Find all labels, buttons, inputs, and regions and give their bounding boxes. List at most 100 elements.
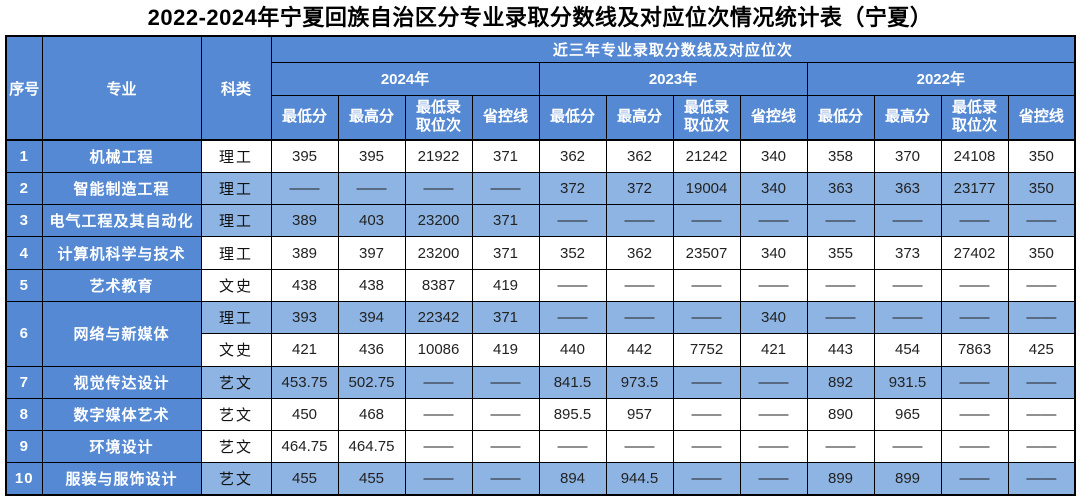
cell-value: 438 (270, 268, 339, 302)
cell-value: 24108 (940, 139, 1009, 173)
cell-value: 371 (471, 204, 540, 238)
cell-value: 372 (538, 171, 607, 206)
cell-value: —— (940, 462, 1009, 496)
cell-value: 10086 (404, 333, 473, 367)
cell-value: —— (672, 430, 741, 464)
cell-value: —— (1007, 204, 1076, 238)
cell-value: 455 (270, 462, 339, 496)
cell-value: 362 (605, 139, 674, 173)
cell-value: —— (471, 430, 540, 464)
cell-value: —— (538, 204, 607, 238)
cell-category: 艺文 (200, 365, 272, 399)
cell-category: 理工 (200, 139, 272, 173)
cell-value: 23200 (404, 204, 473, 238)
cell-value: —— (404, 365, 473, 399)
cell-category: 理工 (200, 171, 272, 206)
cell-value: —— (672, 300, 741, 335)
cell-category: 艺文 (200, 462, 272, 496)
cell-value: —— (404, 462, 473, 496)
cell-value: 454 (873, 333, 942, 367)
cell-value: 389 (270, 204, 339, 238)
cell-value: 7863 (940, 333, 1009, 367)
cell-value: —— (605, 300, 674, 335)
cell-value: —— (270, 171, 339, 206)
header-year: 2024年 (270, 61, 540, 96)
cell-value: —— (873, 430, 942, 464)
header-subcol: 最高分 (873, 94, 942, 141)
cell-value: —— (739, 430, 808, 464)
cell-value: —— (404, 397, 473, 432)
cell-value: 931.5 (873, 365, 942, 399)
header-subcol: 最低分 (270, 94, 339, 141)
table-body: 1 机械工程 理工 395 395 21922 371 362 362 21242 340 358 37… (5, 139, 1076, 496)
cell-value: —— (739, 462, 808, 496)
cell-value: 371 (471, 236, 540, 270)
cell-no: 6 (5, 300, 43, 367)
cell-value: —— (940, 268, 1009, 302)
cell-value: 957 (605, 397, 674, 432)
table-row: 文史 421 436 10086 419 440 442 7752 421 443 454 7863 4… (6, 333, 1076, 367)
cell-value: —— (538, 268, 607, 302)
cell-value: —— (940, 204, 1009, 238)
cell-value: 23507 (672, 236, 741, 270)
cell-value: 27402 (940, 236, 1009, 270)
header-subcol: 最低录 取位次 (672, 94, 741, 141)
cell-value: 468 (337, 397, 406, 432)
cell-major: 网络与新媒体 (41, 300, 202, 367)
header-subcol: 最高分 (605, 94, 674, 141)
header-subcol: 最低分 (806, 94, 875, 141)
table-row: 6 网络与新媒体 理工 393 394 22342 371 —— —— —— 340 —— —— —— —— (5, 300, 1076, 367)
cell-category: 理工 (200, 236, 272, 270)
cell-value: —— (940, 300, 1009, 335)
cell-value: 21922 (404, 139, 473, 173)
cell-value: —— (940, 365, 1009, 399)
header-subcol: 省控线 (739, 94, 808, 141)
cell-value: 973.5 (605, 365, 674, 399)
cell-value: 340 (739, 300, 808, 335)
table-row: 8 数字媒体艺术 艺文 450 468 —— —— 895.5 957 —— —— 890 965 —— —… (5, 397, 1076, 432)
cell-no: 1 (5, 139, 43, 173)
cell-value: 443 (806, 333, 875, 367)
cell-value: —— (404, 171, 473, 206)
cell-value: 350 (1007, 236, 1076, 270)
cell-major: 视觉传达设计 (41, 365, 202, 399)
cell-value: —— (471, 171, 540, 206)
cell-value: —— (940, 430, 1009, 464)
cell-value: 372 (605, 171, 674, 206)
cell-category: 理工 (200, 300, 272, 335)
cell-value: —— (739, 204, 808, 238)
cell-major: 电气工程及其自动化 (41, 204, 202, 238)
cell-value: 393 (270, 300, 339, 335)
cell-major: 服装与服饰设计 (41, 462, 202, 496)
cell-value: 350 (1007, 171, 1076, 206)
cell-value: 403 (337, 204, 406, 238)
cell-value: —— (739, 268, 808, 302)
cell-value: 373 (873, 236, 942, 270)
cell-value: 440 (538, 333, 607, 367)
cell-value: 894 (538, 462, 607, 496)
cell-category: 理工 (200, 204, 272, 238)
cell-value: —— (1007, 397, 1076, 432)
header-span-title: 近三年专业录取分数线及对应位次 (270, 35, 1076, 63)
cell-value: —— (1007, 268, 1076, 302)
cell-category: 艺文 (200, 397, 272, 432)
cell-value: 419 (471, 333, 540, 367)
cell-value: 352 (538, 236, 607, 270)
cell-value: 362 (538, 139, 607, 173)
cell-value: —— (1007, 462, 1076, 496)
cell-value: 944.5 (605, 462, 674, 496)
table-row: 10 服装与服饰设计 艺文 455 455 —— —— 894 944.5 —— —— 899 899—… (5, 462, 1076, 496)
header-subcol: 最低录 取位次 (940, 94, 1009, 141)
cell-value: —— (471, 365, 540, 399)
cell-value: 371 (471, 139, 540, 173)
cell-value: —— (538, 300, 607, 335)
cell-value: 362 (605, 236, 674, 270)
cell-value: —— (940, 397, 1009, 432)
cell-value: —— (1007, 430, 1076, 464)
table-row: 4 计算机科学与技术 理工 389 397 23200 371 352 362 23507 340 3… (5, 236, 1076, 270)
page-title: 2022-2024年宁夏回族自治区分专业录取分数线及对应位次情况统计表（宁夏） (147, 5, 933, 30)
cell-value: —— (605, 204, 674, 238)
cell-value: 421 (739, 333, 808, 367)
cell-value: 419 (471, 268, 540, 302)
cell-value: —— (873, 204, 942, 238)
